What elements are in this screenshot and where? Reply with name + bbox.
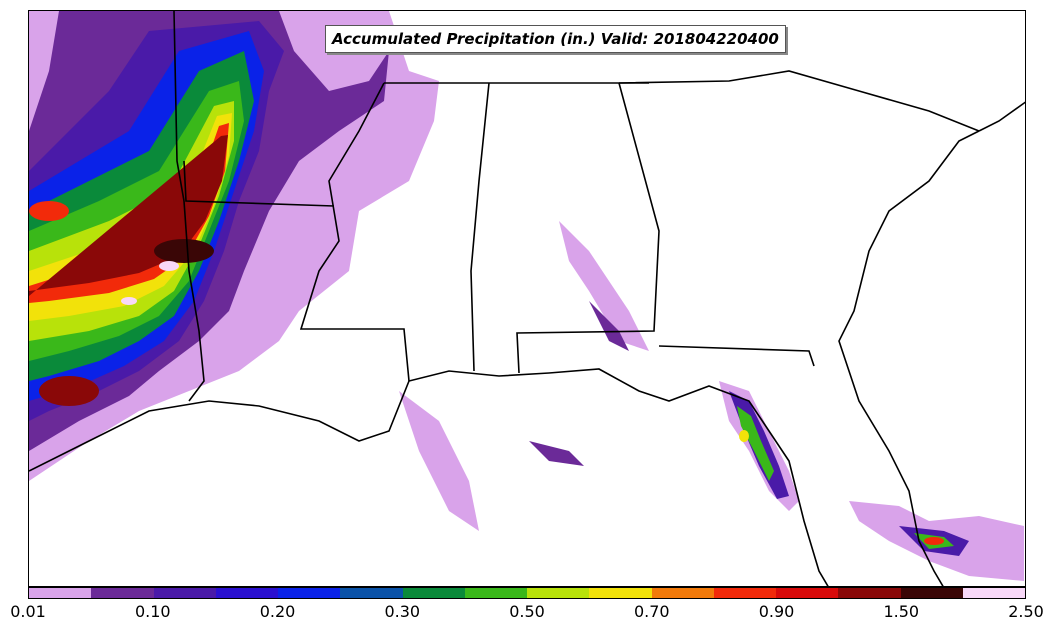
colorbar-swatch bbox=[153, 588, 216, 598]
colorbar-swatch bbox=[589, 588, 652, 598]
map-title: Accumulated Precipitation (in.) Valid: 2… bbox=[325, 25, 786, 53]
colorbar-tick-labels: 0.01 0.10 0.20 0.30 0.50 0.70 0.90 1.50 2.50 bbox=[0, 602, 1054, 624]
colorbar-swatch bbox=[527, 588, 590, 598]
colorbar-tick-label: 0.30 bbox=[384, 602, 421, 621]
colorbar-swatch bbox=[215, 588, 278, 598]
colorbar-tick-label: 2.50 bbox=[1008, 602, 1044, 621]
colorbar-swatch bbox=[776, 588, 839, 598]
colorbar-swatch bbox=[29, 588, 92, 598]
colorbar-tick-label: 0.01 bbox=[10, 602, 46, 621]
boundary-lines bbox=[29, 11, 1025, 586]
precip-eastern-cells bbox=[399, 221, 1024, 581]
colorbar bbox=[28, 587, 1026, 599]
colorbar-tick-label: 0.20 bbox=[259, 602, 296, 621]
colorbar-swatch bbox=[900, 588, 963, 598]
colorbar-tick-label: 0.70 bbox=[633, 602, 670, 621]
precip-western-band bbox=[29, 11, 439, 481]
colorbar-tick-label: 0.10 bbox=[134, 602, 171, 621]
colorbar-swatch bbox=[278, 588, 341, 598]
colorbar-swatch bbox=[91, 588, 154, 598]
map-canvas bbox=[29, 11, 1025, 586]
colorbar-tick-label: 1.50 bbox=[883, 602, 920, 621]
colorbar-swatch bbox=[340, 588, 403, 598]
colorbar-swatch bbox=[838, 588, 901, 598]
colorbar-swatch bbox=[464, 588, 527, 598]
colorbar-swatch bbox=[651, 588, 714, 598]
colorbar-tick-label: 0.50 bbox=[509, 602, 545, 621]
colorbar-tick-label: 0.90 bbox=[758, 602, 795, 621]
colorbar-swatch bbox=[402, 588, 465, 598]
precipitation-map: Accumulated Precipitation (in.) Valid: 2… bbox=[28, 10, 1026, 587]
colorbar-swatch bbox=[713, 588, 776, 598]
colorbar-swatch bbox=[962, 588, 1025, 598]
